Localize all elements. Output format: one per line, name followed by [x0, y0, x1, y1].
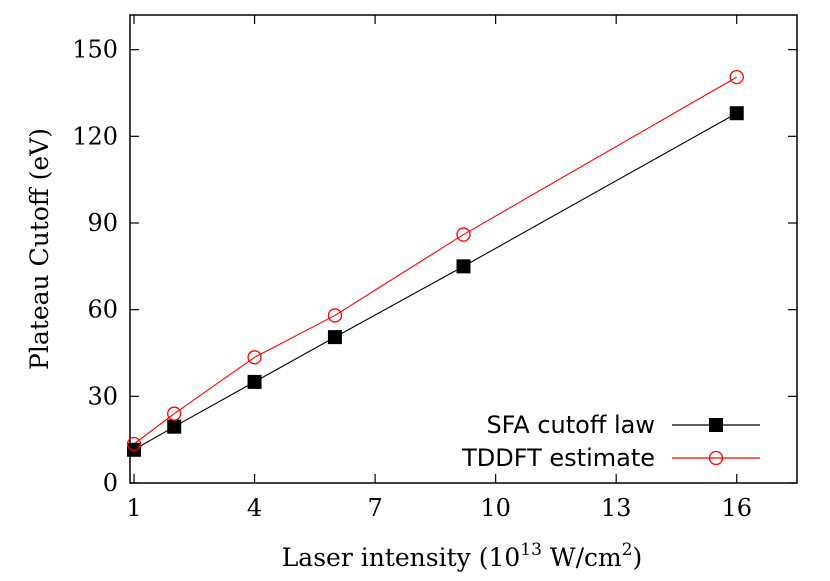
tick-labels: 1 4 7 10 13 16 0 30 60 90 120 150 — [72, 36, 752, 522]
x-axis-title-exponent-2: 2 — [622, 540, 633, 560]
data-point-circle — [167, 406, 182, 421]
legend-marker-tddft — [708, 450, 724, 466]
y-tick-label: 60 — [87, 296, 118, 324]
data-point-square — [456, 259, 471, 274]
data-point-square — [247, 374, 262, 389]
legend: SFA cutoff law TDDFT estimate — [461, 411, 760, 472]
x-axis-title: Laser intensity (1013 W/cm2) — [282, 540, 643, 572]
legend-marker-sfa — [709, 418, 723, 432]
y-tick-label: 0 — [103, 469, 118, 497]
series-line-1 — [133, 76, 738, 445]
x-tick-label: 13 — [601, 494, 632, 522]
y-tick-label: 30 — [87, 382, 118, 410]
x-tick-label: 16 — [721, 494, 752, 522]
plot-frame — [129, 14, 798, 484]
legend-label-tddft: TDDFT estimate — [461, 444, 655, 472]
legend-label-sfa: SFA cutoff law — [486, 411, 655, 439]
data-point-circle — [126, 436, 142, 452]
data-point-circle — [456, 227, 471, 242]
x-tick-label: 1 — [126, 494, 141, 522]
y-tick-label: 120 — [72, 122, 118, 150]
series-lines — [133, 76, 738, 451]
y-tick-label: 90 — [87, 209, 118, 237]
x-axis-title-unit: W/cm — [542, 543, 622, 572]
data-point-circle — [729, 69, 744, 85]
series-line-0 — [133, 112, 737, 451]
x-tick-label: 7 — [367, 494, 382, 522]
data-point-square — [127, 442, 142, 457]
x-tick-label: 4 — [247, 494, 262, 522]
data-point-circle — [327, 308, 343, 323]
data-point-square — [729, 106, 744, 121]
y-axis-title: Plateau Cutoff (eV) — [25, 128, 54, 370]
ticks — [130, 15, 797, 484]
x-tick-label: 10 — [480, 494, 511, 522]
data-point-square — [327, 330, 342, 345]
y-tick-label: 150 — [72, 36, 118, 64]
x-axis-title-main: Laser intensity (10 — [282, 543, 521, 572]
series-markers — [126, 69, 744, 457]
x-axis-title-exponent: 13 — [520, 540, 542, 560]
data-point-square — [167, 419, 182, 434]
x-axis-title-close: ) — [633, 543, 643, 572]
data-point-circle — [247, 350, 262, 365]
